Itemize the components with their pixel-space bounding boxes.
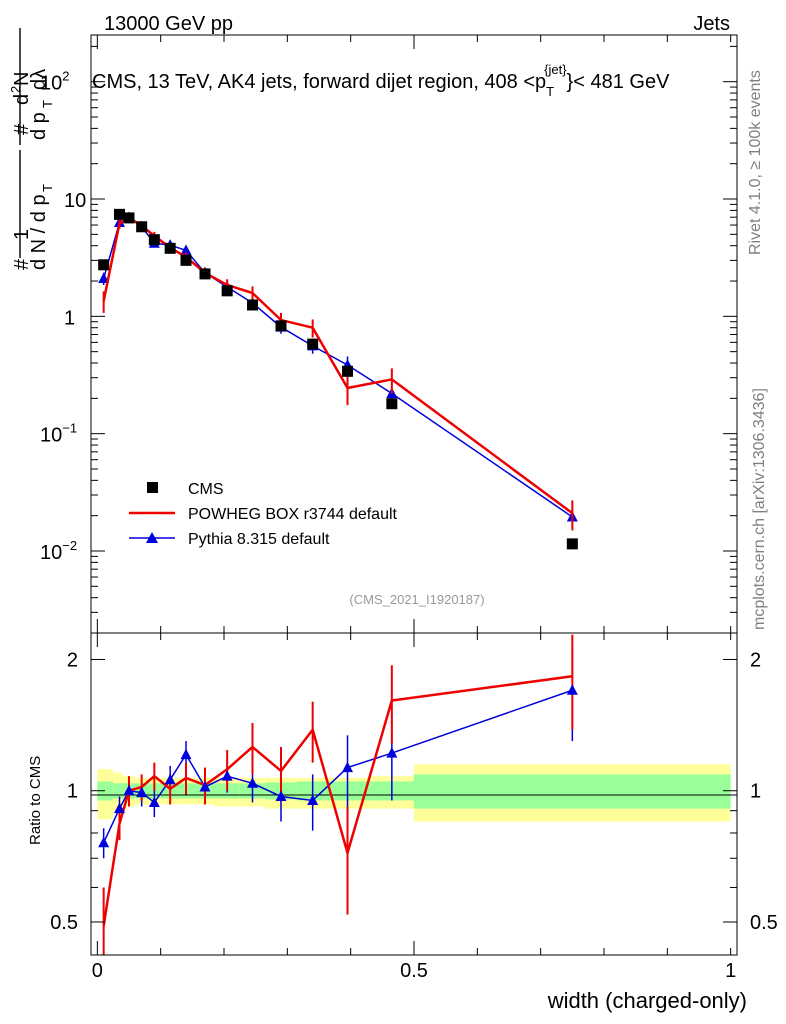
ratio-pythia-point — [386, 747, 398, 758]
main-y-tick-label: 10−2 — [40, 538, 77, 564]
cms-point — [136, 221, 148, 233]
svg-text:#: # — [11, 258, 33, 270]
ratio-pythia-point — [98, 836, 110, 848]
ratio-y-tick-label-right: 1 — [750, 781, 761, 803]
svg-text:N: N — [11, 72, 33, 86]
ratio-y-tick-label: 2 — [67, 649, 78, 671]
header-left: 13000 GeV pp — [104, 13, 233, 35]
cms-point — [148, 234, 160, 246]
cms-point — [342, 365, 353, 377]
ratio-pythia-point — [275, 790, 287, 801]
legend-label-powheg: POWHEG BOX r3744 default — [188, 506, 398, 523]
ratio-pythia-point — [221, 770, 233, 781]
ratio-y-tick-label: 1 — [67, 781, 78, 803]
ratio-ylabel: Ratio to CMS — [27, 756, 44, 845]
ratio-pythia-point — [342, 761, 353, 773]
cms-point — [247, 299, 258, 311]
pythia-point — [98, 272, 110, 284]
header-right: Jets — [693, 13, 730, 35]
ratio-pythia-point — [123, 784, 135, 796]
cms-point — [180, 254, 192, 266]
ratio-pythia-point — [114, 802, 125, 814]
cms-point — [123, 212, 135, 224]
svg-text:d: d — [11, 94, 33, 105]
main-data — [98, 208, 578, 550]
svg-text:d p: d p — [28, 112, 50, 140]
stat-uncertainty-band — [328, 781, 370, 801]
x-axis-label: width (charged-only) — [547, 988, 747, 1013]
chart-title: CMS, 13 TeV, AK4 jets, forward dijet reg… — [92, 62, 670, 99]
ratio-bands — [97, 764, 731, 822]
ratio-pythia-point — [136, 786, 148, 798]
ratio-y-tick-label: 0.5 — [50, 912, 78, 934]
ratio-pythia-point — [247, 777, 258, 788]
rivet-label: Rivet 4.1.0, ≥ 100k events — [747, 70, 764, 255]
ratio-pythia-point — [148, 796, 160, 807]
cms-point — [566, 538, 578, 550]
mcplots-label: mcplots.cern.ch [arXiv:1306.3436] — [751, 388, 768, 630]
ratio-y-tick-label-right: 2 — [750, 649, 761, 671]
cms-point — [386, 398, 398, 410]
stat-uncertainty-band — [179, 783, 196, 799]
stat-uncertainty-band — [97, 781, 114, 801]
ratio-pythia-point — [164, 773, 176, 785]
ratio-pythia-point — [566, 684, 578, 695]
ratio-ticks: 2 2 1 1 0.5 0.5 0 0.5 1 — [50, 633, 778, 982]
ratio-x-tick-label: 0.5 — [400, 960, 428, 982]
analysis-id: (CMS_2021_I1920187) — [349, 592, 484, 607]
ratio-data — [98, 634, 578, 955]
main-ticks: 102 10 1 10−1 10−2 — [40, 35, 737, 634]
main-y-tick-label: 102 — [40, 69, 69, 95]
cms-point — [164, 242, 176, 254]
ratio-y-tick-label-right: 0.5 — [750, 912, 778, 934]
ratio-pythia-point — [199, 780, 211, 792]
main-y-tick-label: 10−1 — [40, 421, 77, 447]
legend-marker-pythia — [146, 532, 158, 543]
ratio-pythia-point — [307, 794, 319, 805]
cms-point — [221, 285, 233, 297]
svg-text:T: T — [40, 184, 55, 192]
svg-text:#: # — [11, 123, 33, 135]
main-y-tick-label: 1 — [64, 307, 75, 329]
legend-marker-cms — [147, 482, 158, 493]
svg-text:T: T — [40, 100, 55, 108]
main-ylabel: # 1 d N / d p T # d 2 N d p T dλ — [8, 28, 55, 270]
pythia-line — [102, 216, 573, 518]
cms-point — [114, 208, 125, 220]
svg-text:d N / d p: d N / d p — [28, 194, 50, 270]
stat-uncertainty-band — [414, 774, 731, 809]
svg-text:2: 2 — [8, 86, 23, 93]
legend-label-cms: CMS — [188, 481, 224, 498]
cms-point — [307, 338, 319, 350]
cms-point — [275, 320, 287, 332]
cms-point — [199, 268, 211, 280]
ratio-x-tick-label: 0 — [92, 960, 103, 982]
legend: CMS POWHEG BOX r3744 default Pythia 8.31… — [129, 481, 398, 548]
svg-text:1: 1 — [11, 229, 33, 240]
main-y-tick-label: 10 — [64, 190, 86, 212]
ratio-pythia-point — [180, 748, 192, 760]
pythia-point — [180, 244, 192, 255]
svg-text:dλ: dλ — [28, 69, 50, 90]
legend-label-pythia: Pythia 8.315 default — [188, 531, 330, 548]
ratio-x-tick-label: 1 — [725, 960, 736, 982]
cms-point — [98, 259, 110, 271]
stat-uncertainty-band — [113, 783, 123, 799]
